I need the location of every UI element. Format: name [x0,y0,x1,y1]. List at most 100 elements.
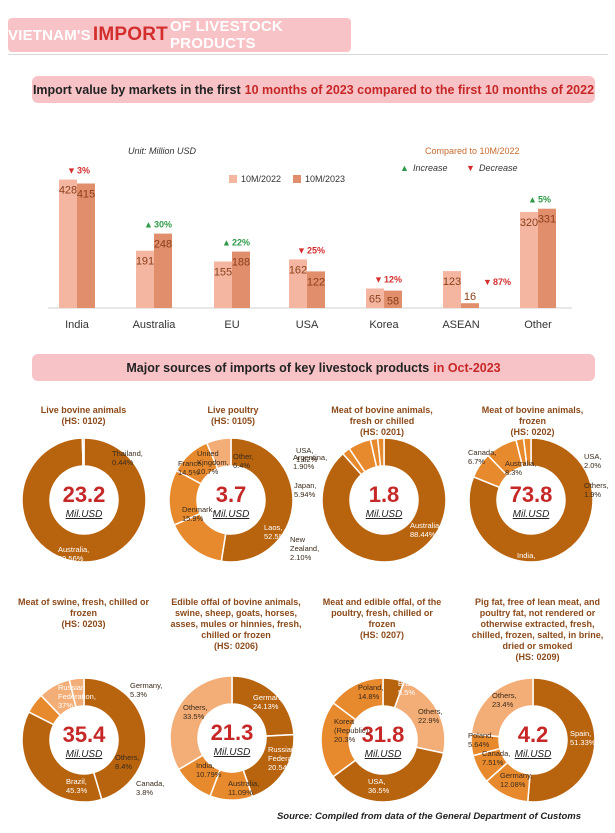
donut-title-text: Live bovine animals [40,405,127,415]
donut-slice-label: Denmark, 15.9% [182,505,215,523]
decrease-icon: ▼ [297,245,306,255]
donut-slice [220,437,294,563]
donut-slice [83,677,147,801]
donut-unit: Mil.USD [366,509,403,520]
page-title: VIETNAM'S IMPORT OF LIVESTOCK PRODUCTS [8,18,351,52]
donut-slice-label: Germany, 24.13% [253,693,285,711]
donut-slice-label: Others, 23.4% [492,691,517,709]
donut-unit: Mil.USD [66,749,103,760]
donut-slice-label: Australia, 11.09% [228,779,259,797]
change-label: 25% [307,245,325,255]
donut-slice-label: Argentina, 1.90% [293,453,327,471]
bar-section-title-highlight: 10 months of 2023 compared to the first … [244,82,595,97]
donut-code-text: (HS: 0202) [510,427,555,437]
decrease-icon: ▼ [483,277,492,287]
donut-hole [351,467,417,533]
donut-slice-label: India, 10.79% [196,761,222,779]
donut-unit: Mil.USD [214,747,251,758]
bar-value-2022: 162 [289,264,307,276]
donut-slice-label: Japan, 5.94% [294,481,317,499]
bar-2023-india [77,183,95,308]
bar-2023-asean [461,303,479,308]
bar-2022-asean [443,271,461,308]
legend-label-2023: 10M/2023 [305,174,345,184]
change-label: 30% [154,220,172,230]
donut-slice-label: Korea (Republic), 20.3% [334,717,370,744]
decrease-icon: ▼ [67,166,76,176]
donut-hole [51,707,117,773]
bar-value-2023: 188 [232,257,250,269]
donut-slice-label: Others, 33.5% [183,703,208,721]
category-label: India [65,319,90,331]
donut-slice-label: Others, 22.9% [418,707,443,725]
donut-title-0207: Meat and edible offal, of the poultry, f… [322,597,442,641]
bar-value-2023: 331 [538,214,556,226]
bar-2022-usa [289,259,307,308]
bar-value-2023: 248 [154,239,172,251]
donut-slice [169,675,233,771]
donut-title-text: Meat of bovine animals, fresh or chilled [331,405,433,426]
donut-slice-label: Poland, 14.8% [358,683,383,701]
donut-code-text: (HS: 0206) [213,641,258,651]
donut-slice-label: Brazil, 45.3% [66,777,88,795]
legend-swatch-2022 [229,175,237,183]
donut-hole [51,467,117,533]
bar-2022-korea [366,288,384,308]
donut-slice-label: Thailand, 0.44% [112,449,143,467]
bar-2022-other [520,212,538,308]
donut-hole [350,707,416,773]
bar-2023-korea [384,290,402,308]
donut-7: 4.2 Mil.USD Spain, 51.33% Germany, 12.08% Cana… [468,677,596,803]
bar-value-2023: 16 [464,291,476,303]
donut-code-text: (HS: 0207) [359,630,404,640]
donut-slice-label: Others, 1.9% [584,481,609,499]
increase-icon: ▲ [222,238,231,248]
donut-slice-label: Canada, 3.8% [136,779,164,797]
donut-hole [199,705,265,771]
donut-total: 21.3 [211,720,254,745]
bar-value-2022: 320 [520,217,538,229]
donut-total: 31.8 [362,722,405,747]
donut-title-text: Pig fat, free of lean meat, and poultry … [471,597,604,651]
increase-icon: ▲ [400,163,409,173]
donut-slice-label: Australia, 99.56% [58,545,89,563]
donut-slice-label: Poland, 5.64% [468,731,493,749]
donut-title-0203: Meat of swine, fresh, chilled or frozen … [16,597,151,630]
bar-value-2022: 123 [443,276,461,288]
donut-6: 31.8 Mil.USD Brazil, 5.5% Others, 22.9% USA, 36… [320,677,446,803]
bar-section-title-pre: Import value by markets in the first [32,82,241,97]
bar-2022-eu [214,261,232,308]
bar-value-2022: 191 [136,256,154,268]
donut-section-banner: Major sources of imports of key livestoc… [32,354,595,381]
donut-slice-label: Germany, 5.3% [130,681,162,699]
donut-slice [321,437,447,563]
donut-code-text: (HS: 0209) [515,652,560,662]
decrease-icon: ▼ [466,163,475,173]
decrease-label: Decrease [479,163,518,173]
donut-hole [198,467,264,533]
source-note: Source: Compiled from data of the Genera… [276,811,581,822]
donut-title-0105: Live poultry (HS: 0105) [168,405,298,427]
donut-slice [332,746,445,803]
bar-2023-australia [154,233,172,308]
donut-total: 4.2 [518,722,549,747]
donut-slice-label: Canada, 7.51% [482,749,510,767]
donut-slice [21,437,147,563]
bar-value-2023: 415 [77,189,95,201]
donut-1: 3.7 Mil.USD Laos, 52.5% Denmark, 15.9% France,… [168,437,294,563]
donut-slice-label: India, 81.1% [517,551,539,569]
donut-slice-label: Canada, 6.7% [468,448,496,466]
donut-slice-label: Russian Federation, 20.54% [268,745,306,772]
change-label: 5% [538,195,551,205]
bar-value-2023: 58 [387,296,399,308]
donut-slice-label: Other, 6.4% [233,452,253,470]
donut-slice-label: USA, 2.0% [584,452,602,470]
donut-slice [332,677,384,721]
donut-title-text: Meat of swine, fresh, chilled or frozen [17,597,150,618]
donut-slice [522,437,532,468]
donut-title-text: Meat of bovine animals, frozen [481,405,584,426]
page-title-post: OF LIVESTOCK PRODUCTS [169,18,283,52]
bar-2023-eu [232,251,250,308]
bar-value-2022: 428 [59,185,77,197]
